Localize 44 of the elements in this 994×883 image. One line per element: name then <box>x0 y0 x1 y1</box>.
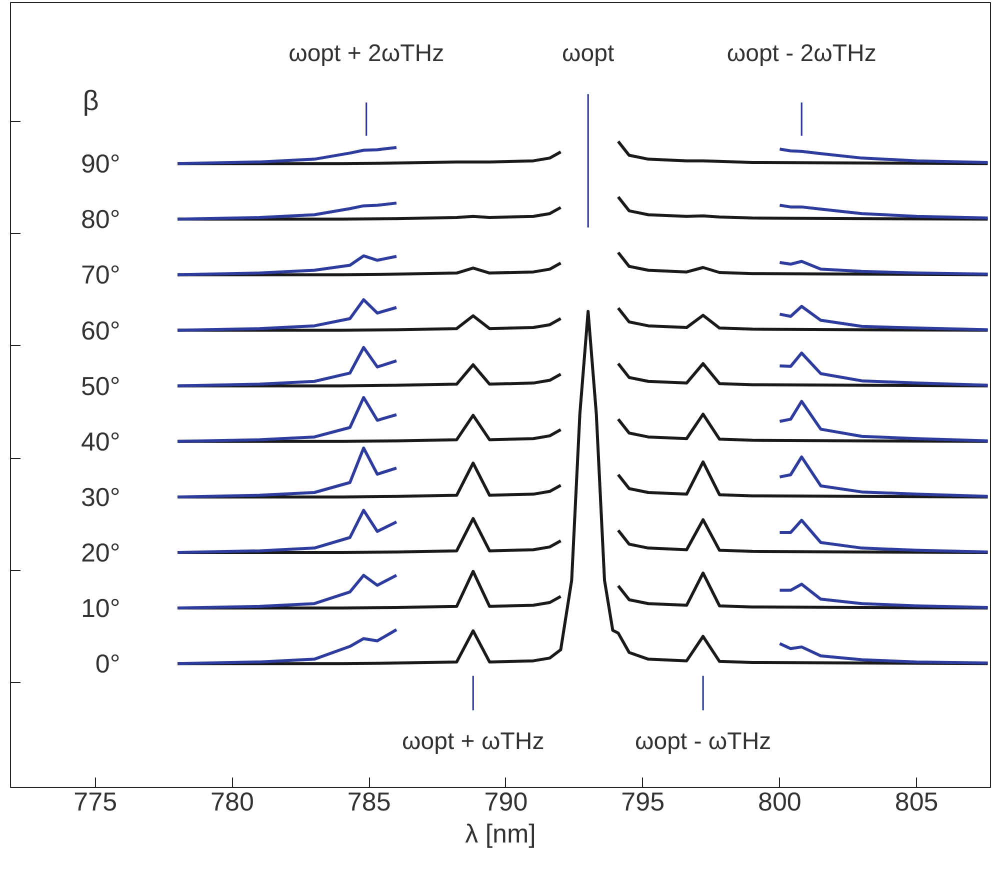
line-series <box>778 518 990 554</box>
line-series <box>778 352 990 387</box>
y-tick-label: 10° <box>80 593 120 624</box>
line-series <box>176 254 398 276</box>
y-tick-label: 70° <box>80 260 120 290</box>
annotation: ωopt <box>562 40 614 68</box>
line-series <box>176 396 398 443</box>
line-series <box>778 260 990 276</box>
annotation: ωopt + ωTHz <box>402 728 544 756</box>
y-tick-label: 20° <box>80 538 120 568</box>
line-series <box>176 628 398 666</box>
line-series <box>778 204 990 220</box>
x-tick-label: 790 <box>484 786 528 816</box>
line-series <box>176 146 398 166</box>
annotation: ωopt - 2ωTHz <box>726 40 876 68</box>
y-tick-label: 90° <box>80 148 120 179</box>
line-series <box>778 400 990 442</box>
y-tick-label: 0° <box>95 648 120 679</box>
y-tick-label: 80° <box>80 204 120 234</box>
line-series <box>778 455 990 498</box>
line-series <box>778 582 990 609</box>
y-tick-label: 40° <box>80 426 120 456</box>
annotation: ωopt - ωTHz <box>634 728 772 756</box>
x-tick-label: 775 <box>74 786 118 816</box>
x-tick-label: 800 <box>758 786 802 816</box>
y-axis-title: β <box>82 85 99 116</box>
line-series <box>176 446 398 498</box>
line-series <box>778 148 990 164</box>
line-series <box>176 202 398 221</box>
y-tick-label: 50° <box>80 370 120 401</box>
annotation: ωopt + 2ωTHz <box>288 40 444 68</box>
y-tick-label: 30° <box>80 482 120 512</box>
x-tick-label: 785 <box>347 786 391 816</box>
y-tick-label: 60° <box>80 315 120 346</box>
x-tick-label: 795 <box>621 786 665 816</box>
x-axis-title: λ [nm] <box>465 818 536 848</box>
line-series <box>176 298 398 332</box>
line-series <box>778 304 990 332</box>
x-tick-label: 780 <box>210 786 254 816</box>
x-tick-label: 805 <box>894 786 938 816</box>
line-series <box>176 508 398 554</box>
line-series <box>176 574 398 610</box>
line-series <box>778 642 990 665</box>
line-series <box>176 346 398 388</box>
